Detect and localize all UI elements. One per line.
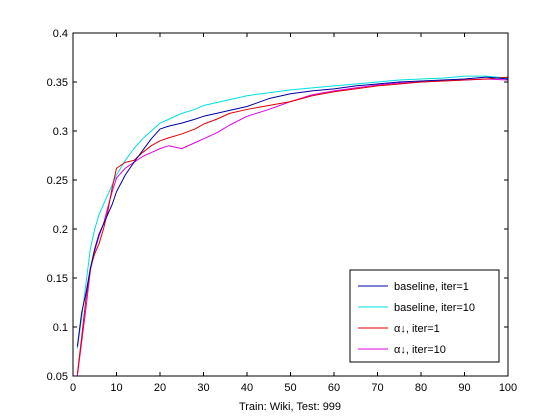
x-axis-label: Train: Wiki, Test: 999 [239, 401, 341, 413]
series-line-1 [76, 75, 509, 349]
ticks-layer: 0 10 20 30 40 50 60 70 80 90 100 0.05 0.1 0.15 0.2 0.25… [47, 28, 518, 394]
legend-box [349, 269, 500, 363]
y-tick-label: 0.2 [53, 224, 68, 236]
x-tick-label: 70 [371, 382, 383, 394]
legend-label-2: α↓, iter=1 [394, 323, 440, 335]
x-tick-label: 100 [499, 382, 517, 394]
y-tick-label: 0.35 [47, 77, 68, 89]
x-tick-label: 20 [154, 382, 166, 394]
x-tick-label: 90 [458, 382, 470, 394]
x-tick-label: 30 [197, 382, 209, 394]
series-layer [76, 75, 509, 377]
series-line-0 [76, 76, 509, 347]
y-tick-label: 0.05 [47, 371, 68, 383]
legend-label-0: baseline, iter=1 [394, 281, 469, 293]
x-tick-label: 40 [241, 382, 253, 394]
x-tick-label: 80 [415, 382, 427, 394]
x-tick-label: 0 [70, 382, 76, 394]
y-tick-label: 0.1 [53, 322, 68, 334]
y-tick-label: 0.25 [47, 175, 68, 187]
legend-label-3: α↓, iter=10 [394, 344, 446, 356]
x-tick-label: 60 [328, 382, 340, 394]
legend: baseline, iter=1 baseline, iter=10 α↓, ite… [349, 269, 500, 363]
series-line-2 [76, 76, 509, 375]
y-tick-label: 0.15 [47, 273, 68, 285]
legend-label-1: baseline, iter=10 [394, 302, 475, 314]
x-tick-label: 50 [284, 382, 296, 394]
y-tick-label: 0.3 [53, 126, 68, 138]
y-tick-label: 0.4 [53, 28, 68, 40]
x-tick-label: 10 [110, 382, 122, 394]
